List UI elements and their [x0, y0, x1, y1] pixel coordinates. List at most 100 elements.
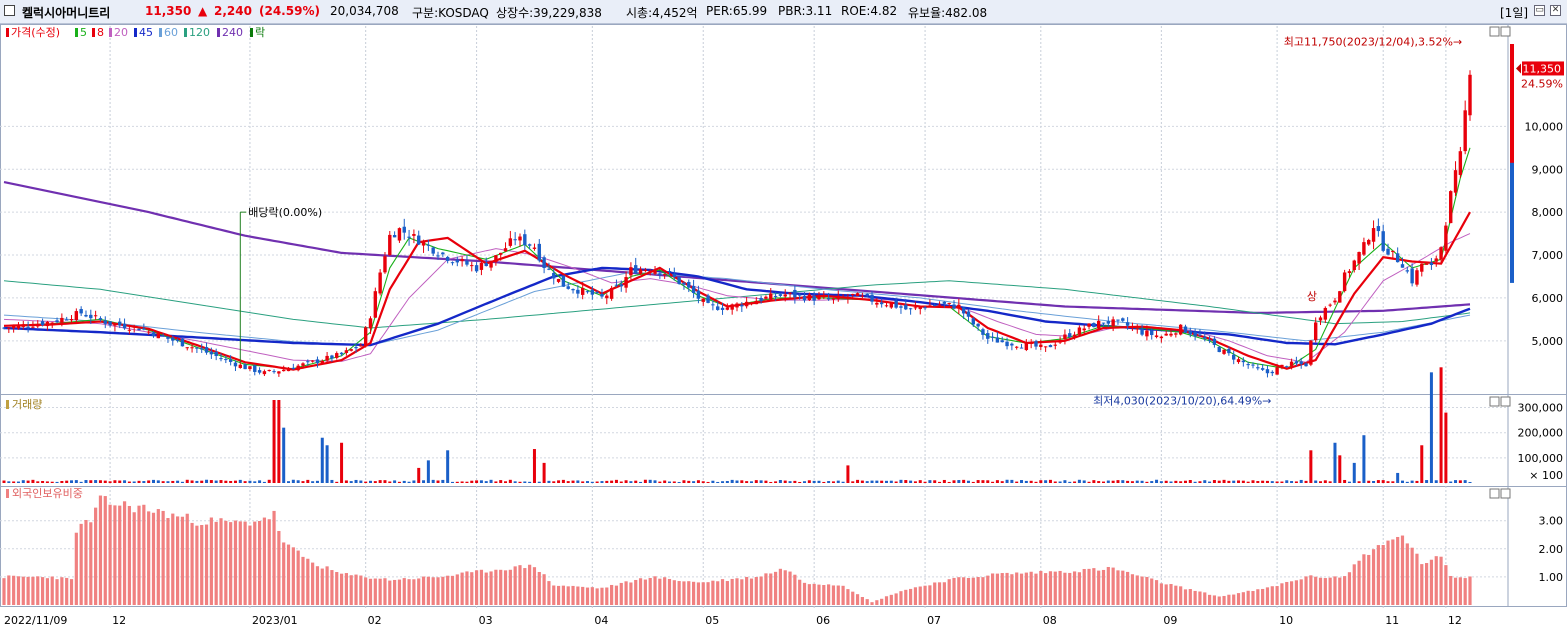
- volume-bar: [1169, 481, 1173, 483]
- volume-bar: [325, 445, 329, 483]
- panel-maximize-icon[interactable]: [1489, 396, 1500, 407]
- volume-bar: [942, 479, 946, 483]
- candle-body: [966, 311, 971, 317]
- candle-body: [1043, 346, 1048, 348]
- candle-body: [1299, 361, 1303, 365]
- candle-body: [1174, 333, 1178, 335]
- candle-body: [609, 287, 614, 299]
- volume-bar: [1058, 481, 1062, 483]
- foreign-bar: [65, 577, 69, 605]
- candle-body: [1468, 74, 1472, 116]
- volume-bar: [70, 480, 74, 483]
- foreign-bar: [204, 524, 209, 605]
- ma20-line: [3, 233, 1471, 363]
- foreign-bar: [1376, 545, 1380, 605]
- foreign-bar: [1424, 563, 1429, 605]
- volume-bar: [740, 480, 744, 483]
- panel-maximize-icon[interactable]: [1489, 488, 1500, 499]
- candle-body: [638, 269, 643, 274]
- candle-body: [634, 265, 638, 274]
- volume-bar: [1314, 480, 1318, 483]
- panel-close-icon[interactable]: [1500, 396, 1511, 407]
- foreign-bar: [528, 564, 532, 605]
- foreign-bar: [2, 578, 6, 605]
- candle-body: [1034, 341, 1038, 347]
- volume-bar: [369, 480, 372, 483]
- volume-bar: [692, 481, 696, 483]
- volume-bar: [1410, 480, 1414, 483]
- volume-bar: [1130, 481, 1134, 483]
- candle-body: [161, 335, 165, 337]
- volume-bar: [248, 480, 252, 483]
- candle-body: [614, 284, 619, 286]
- foreign-bar: [1101, 569, 1106, 605]
- period-selector[interactable]: [1일]: [1500, 6, 1529, 20]
- foreign-bar: [1444, 565, 1448, 605]
- volume-bar: [219, 480, 223, 483]
- volume-bar: [205, 479, 209, 483]
- volume-bar: [489, 479, 493, 483]
- candle-body: [1458, 151, 1463, 175]
- foreign-bar: [798, 579, 802, 605]
- volume-bar: [643, 479, 647, 483]
- foreign-bar: [542, 574, 546, 605]
- price-tick-label: 8,000: [1532, 206, 1564, 219]
- foreign-bar: [759, 576, 763, 605]
- volume-bar: [1222, 479, 1226, 483]
- panel-close-icon[interactable]: [1500, 26, 1511, 37]
- volume-bar: [667, 481, 671, 483]
- volume-bar: [716, 481, 720, 483]
- volume-bar: [123, 480, 127, 483]
- candle-body: [662, 274, 667, 276]
- candle-body: [1130, 327, 1135, 329]
- x-tick-label: 2022/11/09: [4, 614, 67, 627]
- foreign-bar: [638, 578, 643, 605]
- candle-body: [1313, 322, 1318, 341]
- candle-body: [865, 294, 869, 296]
- volume-bar: [658, 481, 662, 483]
- price-tick-label: 7,000: [1532, 249, 1564, 262]
- x-tick-label: 04: [594, 614, 608, 627]
- foreign-bar: [981, 577, 985, 605]
- foreign-bar: [836, 585, 840, 605]
- volume-bar: [846, 465, 850, 483]
- candle-body: [1154, 335, 1159, 338]
- restore-icon[interactable]: ▭: [1534, 5, 1545, 16]
- volume-bar: [1381, 480, 1385, 483]
- close-icon[interactable]: ✕: [1550, 5, 1561, 16]
- candle-body: [778, 294, 783, 296]
- foreign-bar: [918, 586, 922, 605]
- legend-swatch: [134, 28, 137, 37]
- candle-body: [1395, 253, 1400, 263]
- candle-body: [1140, 329, 1144, 335]
- volume-bar: [238, 479, 242, 483]
- candle-body: [272, 371, 276, 373]
- volume-bar: [1020, 480, 1024, 483]
- price-tick-label: 5,000: [1532, 335, 1564, 348]
- foreign-bar: [272, 510, 276, 605]
- candle-body: [527, 244, 532, 246]
- candle-body: [942, 301, 947, 304]
- x-tick-label: 05: [705, 614, 719, 627]
- foreign-bar: [243, 521, 247, 605]
- volume-bar: [1183, 480, 1187, 483]
- foreign-bar: [1082, 568, 1086, 605]
- foreign-bar: [1072, 571, 1077, 605]
- volume-bar: [1159, 481, 1163, 483]
- foreign-bar: [566, 586, 570, 605]
- select-checkbox[interactable]: [4, 5, 15, 16]
- volume-bar: [1208, 481, 1212, 483]
- volume-bar: [1188, 480, 1192, 483]
- panel-close-icon[interactable]: [1500, 488, 1511, 499]
- panel-maximize-icon[interactable]: [1489, 26, 1500, 37]
- candle-body: [1212, 338, 1217, 345]
- foreign-bar: [339, 573, 344, 605]
- stock-chart[interactable]: 2022/11/09 12 2023/01 02 03 04 05 06 07 08 09 10 11 1…: [0, 24, 1567, 630]
- foreign-tick-label: 2.00: [1539, 543, 1564, 556]
- foreign-bar: [460, 572, 464, 605]
- volume-bar: [50, 481, 54, 483]
- foreign-bar: [1347, 572, 1352, 605]
- foreign-bar: [1453, 577, 1458, 605]
- candle-body: [1068, 333, 1072, 338]
- foreign-bar: [1039, 570, 1043, 605]
